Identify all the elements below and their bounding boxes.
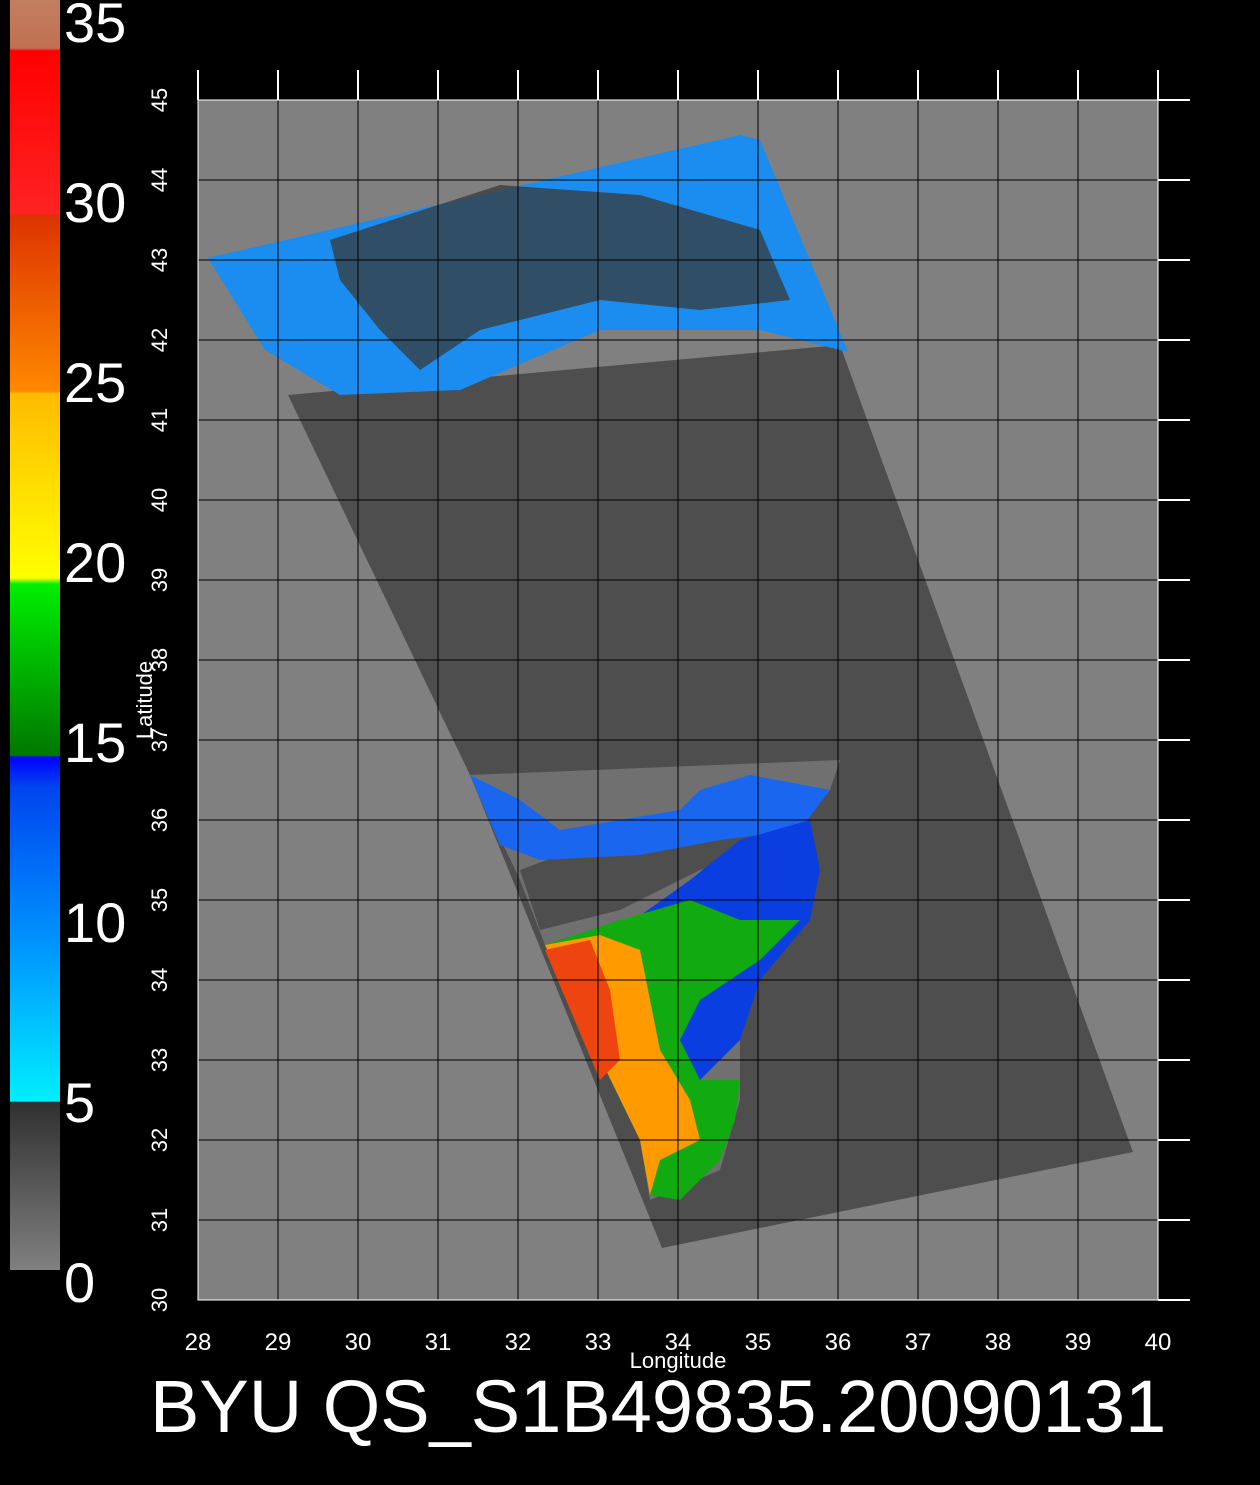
wind-region-south-strip (470, 775, 830, 860)
x-tick-label: 36 (825, 1329, 852, 1356)
x-axis-label: Longitude (630, 1348, 727, 1373)
y-tick-label: 39 (147, 568, 172, 592)
x-tick-label: 38 (985, 1329, 1012, 1356)
y-tick-label: 43 (147, 248, 172, 272)
y-tick-label: 42 (147, 328, 172, 352)
x-tick-label: 33 (585, 1329, 612, 1356)
y-tick-label: 33 (147, 1048, 172, 1072)
y-tick-label: 37 (147, 728, 172, 752)
title: BYU QS_S1B49835.20090131 (150, 1365, 1166, 1448)
colorbar-tick-label: 10 (64, 891, 126, 954)
x-tick-label: 34 (665, 1329, 692, 1356)
x-tick-label: 40 (1145, 1329, 1172, 1356)
y-tick-label: 41 (147, 408, 172, 432)
y-tick-label: 35 (147, 888, 172, 912)
x-tick-label: 39 (1065, 1329, 1092, 1356)
colorbar-tick-label: 15 (64, 711, 126, 774)
x-tick-label: 35 (745, 1329, 772, 1356)
y-tick-label: 40 (147, 488, 172, 512)
colorbar-tick-label: 20 (64, 531, 126, 594)
y-tick-label: 31 (147, 1208, 172, 1232)
colorbar-tick-label: 35 (64, 0, 126, 54)
y-tick-label: 38 (147, 648, 172, 672)
x-tick-label: 31 (425, 1329, 452, 1356)
x-tick-label: 29 (265, 1329, 292, 1356)
colorbar-tick-label: 0 (64, 1251, 95, 1314)
y-tick-label: 34 (147, 968, 172, 992)
colorbar (10, 0, 60, 1270)
y-tick-label: 36 (147, 808, 172, 832)
x-tick-label: 30 (345, 1329, 372, 1356)
x-tick-label: 32 (505, 1329, 532, 1356)
y-tick-label: 45 (147, 88, 172, 112)
colorbar-tick-label: 5 (64, 1071, 95, 1134)
low-wind-patch (330, 185, 790, 370)
colorbar-tick-label: 25 (64, 351, 126, 414)
colorbar-tick-label: 30 (64, 171, 126, 234)
y-axis-label: Latitude (132, 661, 157, 739)
y-tick-label: 32 (147, 1128, 172, 1152)
x-tick-label: 28 (185, 1329, 212, 1356)
axis-ticks: 28 29 30 31 32 33 34 35 36 37 38 39 40 30 31 32 33 34 35 36… (147, 70, 1190, 1356)
y-tick-label: 30 (147, 1288, 172, 1312)
y-tick-label: 44 (147, 168, 172, 192)
wind-region-red (545, 940, 620, 1080)
colorbar-ticks: 0 5 10 15 20 25 30 35 (64, 0, 126, 1314)
x-tick-label: 37 (905, 1329, 932, 1356)
